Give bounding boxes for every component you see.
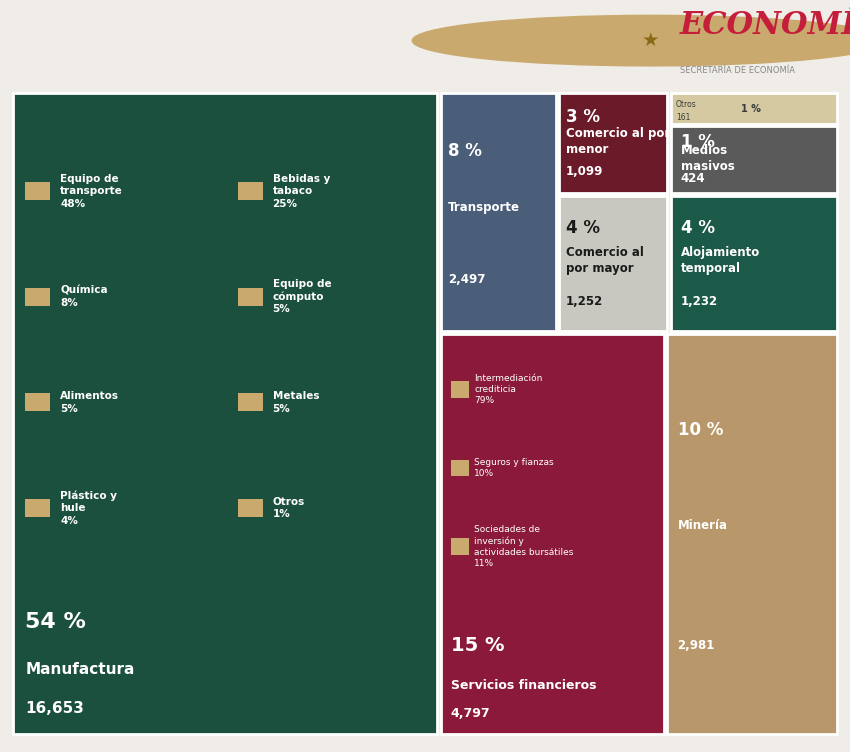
Bar bbox=[671, 196, 837, 332]
Bar bbox=[559, 93, 667, 193]
Text: Manufactura: Manufactura bbox=[26, 663, 134, 678]
Text: 1 %: 1 % bbox=[681, 133, 715, 151]
Text: 4 %: 4 % bbox=[681, 220, 715, 237]
Text: ECONOMÍA: ECONOMÍA bbox=[680, 10, 850, 41]
Bar bbox=[237, 182, 263, 200]
Text: Medios
masivos: Medios masivos bbox=[681, 144, 734, 173]
Text: 54 %: 54 % bbox=[26, 611, 86, 632]
Bar bbox=[667, 334, 837, 734]
Bar bbox=[441, 93, 556, 332]
Bar bbox=[559, 196, 667, 332]
Text: Química
8%: Química 8% bbox=[60, 286, 108, 308]
Text: 1,232: 1,232 bbox=[681, 295, 718, 308]
Text: ★: ★ bbox=[642, 31, 659, 50]
Bar bbox=[237, 288, 263, 306]
Bar bbox=[13, 93, 438, 734]
Circle shape bbox=[412, 15, 850, 66]
Text: Otros
1%: Otros 1% bbox=[273, 497, 305, 519]
Text: Plástico y
hule
4%: Plástico y hule 4% bbox=[60, 490, 117, 526]
Text: Sociedades de
inversión y
actividades bursátiles
11%: Sociedades de inversión y actividades bu… bbox=[474, 525, 574, 568]
Text: Transporte: Transporte bbox=[448, 202, 519, 214]
Text: 3 %: 3 % bbox=[565, 108, 599, 126]
Bar bbox=[671, 93, 837, 124]
Bar bbox=[671, 126, 837, 193]
Text: 1,252: 1,252 bbox=[565, 295, 603, 308]
Text: Otros: Otros bbox=[676, 99, 696, 108]
Bar bbox=[450, 538, 469, 555]
Bar bbox=[450, 459, 469, 476]
Text: 424: 424 bbox=[681, 172, 706, 185]
Text: 1 %: 1 % bbox=[740, 104, 761, 114]
Text: 8 %: 8 % bbox=[448, 141, 482, 159]
Text: 161: 161 bbox=[676, 114, 690, 123]
Text: 2,497: 2,497 bbox=[448, 273, 485, 286]
Text: 15 %: 15 % bbox=[450, 636, 504, 655]
Text: Metales
5%: Metales 5% bbox=[273, 391, 319, 414]
Text: Seguros y fianzas
10%: Seguros y fianzas 10% bbox=[474, 458, 553, 478]
Bar bbox=[26, 288, 50, 306]
Text: SECRETARÍA DE ECONOMÍA: SECRETARÍA DE ECONOMÍA bbox=[680, 66, 795, 75]
Text: 16,653: 16,653 bbox=[26, 701, 84, 716]
Text: 4 %: 4 % bbox=[565, 220, 599, 237]
Text: 1,099: 1,099 bbox=[565, 165, 603, 177]
Bar bbox=[26, 499, 50, 517]
Text: Equipo de
transporte
48%: Equipo de transporte 48% bbox=[60, 174, 123, 208]
Text: 4,797: 4,797 bbox=[450, 707, 490, 720]
Text: Comercio al
por mayor: Comercio al por mayor bbox=[565, 247, 643, 275]
Text: 2,981: 2,981 bbox=[677, 639, 715, 652]
Bar bbox=[237, 393, 263, 411]
Text: Intermediación
crediticia
79%: Intermediación crediticia 79% bbox=[474, 374, 542, 405]
Text: Minería: Minería bbox=[677, 520, 728, 532]
Text: Bebidas y
tabaco
25%: Bebidas y tabaco 25% bbox=[273, 174, 330, 208]
Bar bbox=[441, 334, 664, 734]
Bar bbox=[237, 499, 263, 517]
Text: Comercio al por
menor: Comercio al por menor bbox=[565, 127, 670, 156]
Text: Equipo de
cómputo
5%: Equipo de cómputo 5% bbox=[273, 279, 332, 314]
Bar bbox=[450, 381, 469, 398]
Bar bbox=[26, 393, 50, 411]
Text: Alimentos
5%: Alimentos 5% bbox=[60, 391, 119, 414]
Text: 10 %: 10 % bbox=[677, 421, 723, 439]
Text: Alojamiento
temporal: Alojamiento temporal bbox=[681, 247, 760, 275]
Bar bbox=[26, 182, 50, 200]
Text: Servicios financieros: Servicios financieros bbox=[450, 679, 597, 693]
